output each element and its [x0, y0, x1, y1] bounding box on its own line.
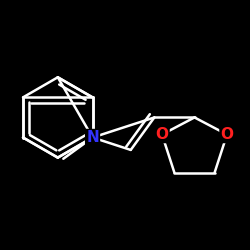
Text: N: N: [86, 130, 99, 145]
Text: O: O: [156, 127, 168, 142]
Text: O: O: [220, 127, 234, 142]
